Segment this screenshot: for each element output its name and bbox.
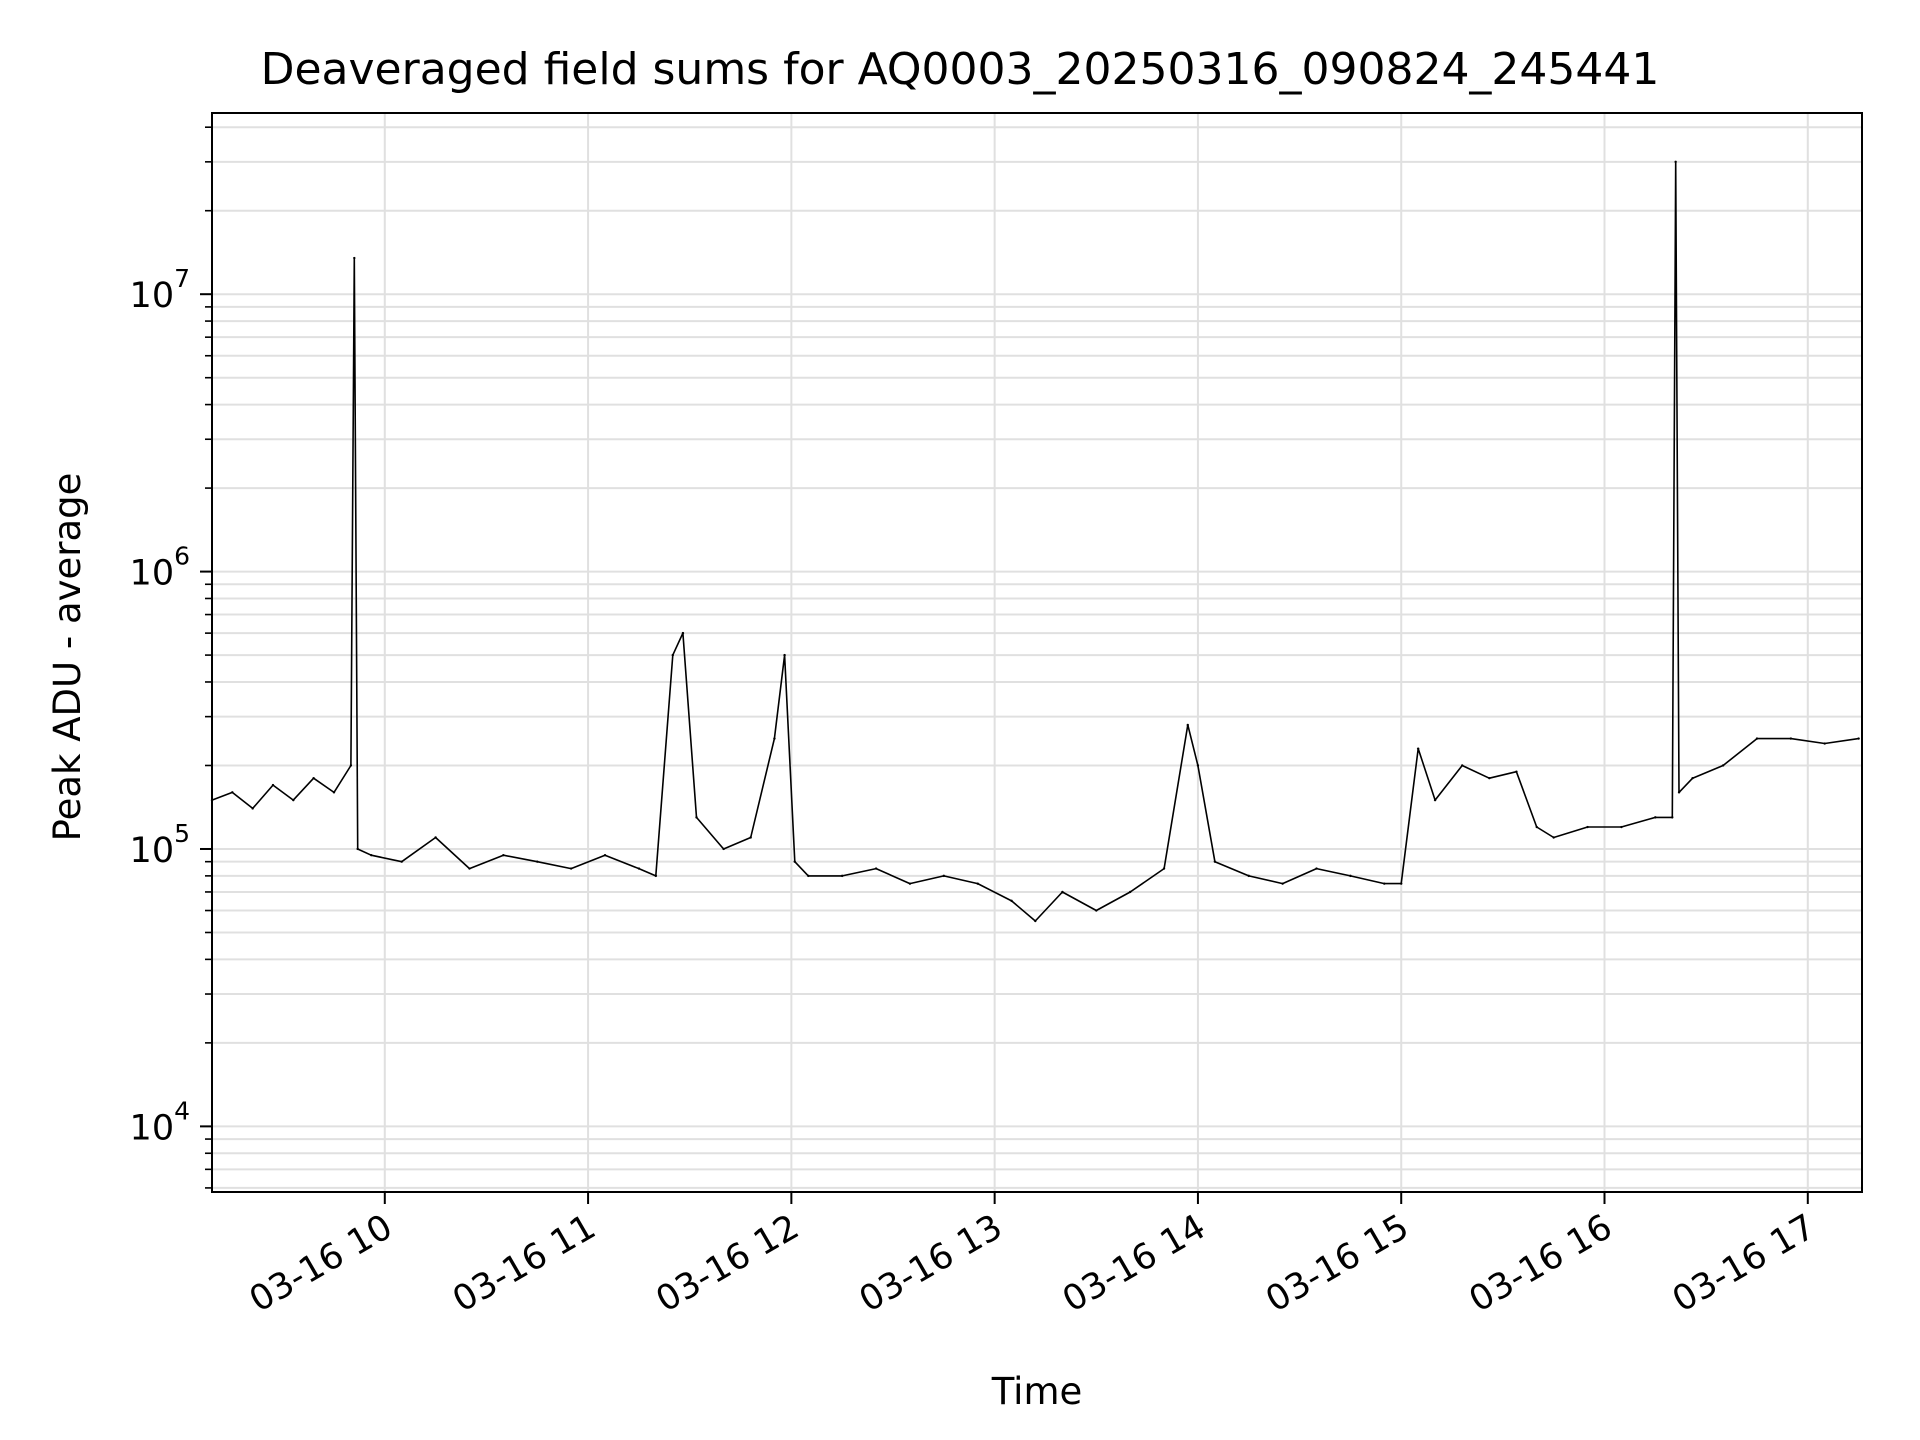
data-point bbox=[1247, 874, 1250, 878]
data-point bbox=[654, 874, 658, 878]
data-point bbox=[1383, 882, 1386, 885]
data-point bbox=[1823, 742, 1826, 745]
data-point bbox=[370, 853, 373, 857]
data-point bbox=[468, 867, 471, 870]
data-point bbox=[271, 783, 275, 787]
data-point bbox=[1213, 860, 1217, 863]
data-point bbox=[1315, 867, 1318, 870]
data-point bbox=[400, 860, 403, 863]
y-tick-exponent: 5 bbox=[174, 819, 190, 848]
data-point bbox=[773, 737, 776, 740]
y-tick-exponent: 6 bbox=[174, 542, 190, 571]
data-point bbox=[1349, 874, 1352, 878]
data-point bbox=[1128, 890, 1132, 894]
data-point bbox=[1061, 890, 1064, 894]
y-axis-label: Peak ADU - average bbox=[46, 473, 89, 842]
data-point bbox=[502, 853, 505, 857]
series-line bbox=[211, 161, 1859, 922]
data-point bbox=[1461, 764, 1464, 767]
data-point bbox=[332, 791, 336, 794]
data-point bbox=[783, 653, 786, 657]
data-point bbox=[1552, 836, 1555, 839]
data-point bbox=[1674, 160, 1677, 164]
data-point bbox=[536, 860, 539, 863]
data-point bbox=[1691, 776, 1694, 780]
data-point bbox=[1535, 825, 1538, 829]
data-point bbox=[1281, 882, 1284, 885]
data-point bbox=[874, 867, 878, 870]
data-point bbox=[1433, 798, 1437, 802]
data-point bbox=[1416, 747, 1420, 750]
x-axis-label: Time bbox=[991, 1370, 1083, 1413]
data-point bbox=[695, 816, 698, 819]
data-point bbox=[292, 798, 295, 802]
data-point bbox=[840, 874, 844, 878]
data-point bbox=[434, 836, 437, 839]
data-point bbox=[1620, 825, 1623, 829]
data-point bbox=[349, 764, 353, 767]
data-point bbox=[251, 807, 254, 810]
data-point bbox=[1196, 764, 1200, 767]
plot-area bbox=[210, 160, 1860, 923]
data-point bbox=[1671, 816, 1674, 819]
data-point bbox=[1721, 764, 1725, 767]
y-tick-exponent: 4 bbox=[174, 1096, 190, 1125]
data-point bbox=[353, 256, 356, 260]
data-point bbox=[1162, 867, 1166, 870]
data-point bbox=[1755, 737, 1759, 740]
data-point bbox=[1010, 899, 1013, 903]
data-point bbox=[671, 653, 674, 657]
data-point bbox=[312, 776, 315, 780]
data-point bbox=[793, 860, 796, 863]
data-point bbox=[1586, 825, 1589, 829]
data-point bbox=[942, 874, 946, 878]
data-point bbox=[1400, 882, 1403, 885]
data-point bbox=[1789, 737, 1793, 740]
data-point bbox=[1034, 919, 1037, 923]
grid bbox=[212, 113, 1862, 1192]
data-point bbox=[1654, 816, 1657, 819]
data-point bbox=[569, 867, 573, 870]
data-point bbox=[231, 791, 234, 794]
data-point bbox=[807, 874, 810, 878]
data-point bbox=[1095, 909, 1098, 912]
data-point bbox=[976, 882, 979, 885]
plot-frame bbox=[211, 112, 1863, 1193]
data-point bbox=[1677, 791, 1681, 794]
data-point bbox=[1515, 770, 1518, 773]
data-point bbox=[1186, 723, 1189, 727]
chart-title: Deaveraged field sums for AQ0003_2025031… bbox=[261, 44, 1660, 95]
data-point bbox=[908, 882, 912, 885]
y-tick-exponent: 7 bbox=[174, 264, 190, 293]
data-point bbox=[603, 853, 607, 857]
data-point bbox=[681, 631, 685, 635]
data-point bbox=[749, 836, 752, 839]
data-point bbox=[1488, 776, 1491, 780]
data-point bbox=[1857, 737, 1860, 740]
data-point bbox=[722, 847, 725, 851]
data-point bbox=[356, 847, 359, 851]
data-point bbox=[637, 867, 641, 870]
